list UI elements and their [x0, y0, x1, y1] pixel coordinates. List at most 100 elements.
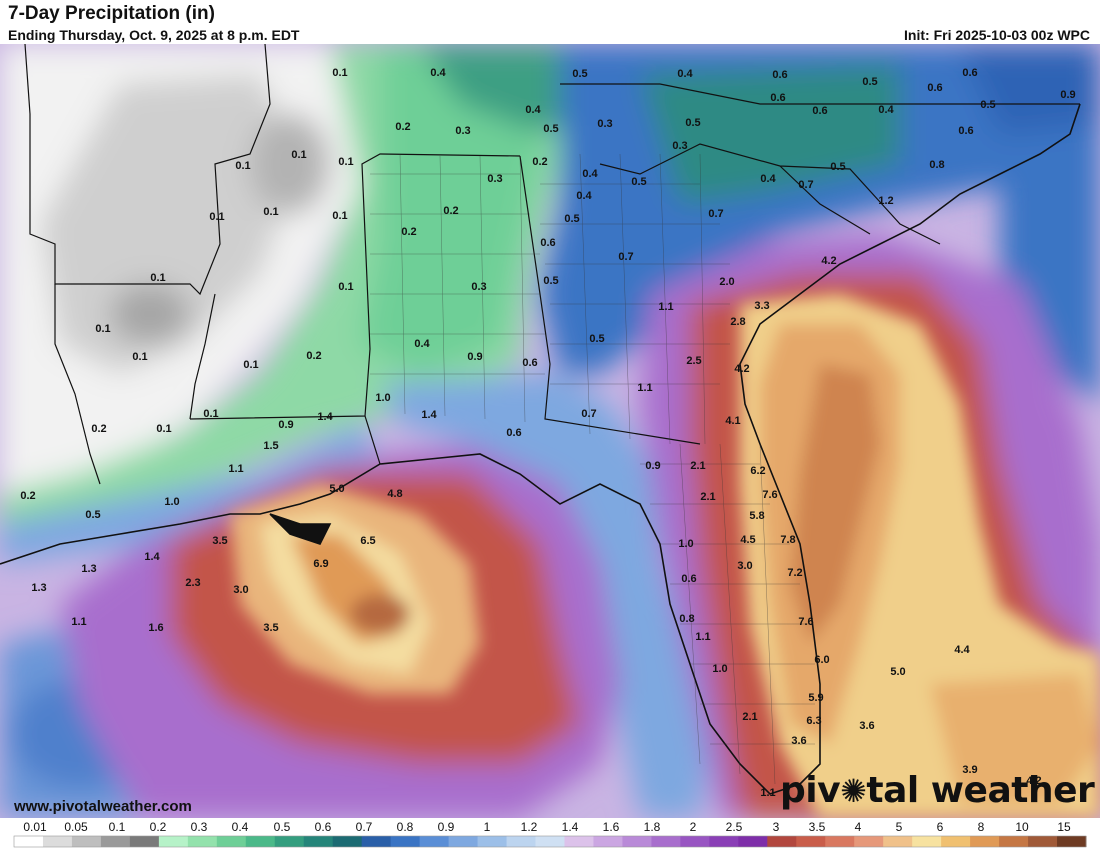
precip-amount-label: 0.5	[862, 76, 877, 88]
precip-amount-label: 0.1	[209, 211, 224, 223]
precip-amount-label: 0.5	[830, 161, 845, 173]
precip-amount-label: 0.7	[798, 179, 813, 191]
legend-tick-label: 5	[896, 820, 903, 834]
legend-swatch	[71, 836, 102, 847]
legend-swatch	[1057, 836, 1087, 847]
legend-tick-label: 0.2	[150, 820, 167, 834]
precip-amount-label: 0.1	[203, 408, 218, 420]
legend-tick-label: 8	[978, 820, 985, 834]
legend-swatch	[941, 836, 971, 847]
precip-amount-label: 4.4	[954, 644, 970, 656]
legend-tick-label: 2.5	[726, 820, 743, 834]
legend-swatch	[448, 836, 479, 847]
precip-amount-label: 3.5	[212, 535, 227, 547]
precip-amount-label: 4.2	[734, 363, 749, 375]
precip-amount-label: 0.5	[589, 333, 604, 345]
precip-amount-label: 0.6	[522, 357, 537, 369]
precip-amount-label: 1.2	[878, 195, 893, 207]
precip-amount-label: 1.1	[658, 301, 673, 313]
legend-swatch	[883, 836, 913, 847]
legend-tick-label: 10	[1015, 820, 1029, 834]
precip-amount-label: 0.2	[443, 205, 458, 217]
precip-amount-label: 0.1	[332, 210, 347, 222]
legend-tick-label: 0.3	[191, 820, 208, 834]
precip-amount-label: 0.1	[338, 156, 353, 168]
legend-tick-label: 6	[937, 820, 944, 834]
legend-outline	[13, 835, 1087, 848]
precip-amount-label: 6.9	[313, 558, 328, 570]
precip-amount-label: 0.4	[576, 190, 592, 202]
gear-icon: ✺	[840, 772, 867, 810]
legend-swatch	[912, 836, 942, 847]
precip-amount-label: 0.4	[878, 104, 894, 116]
precip-amount-label: 0.6	[772, 69, 787, 81]
precip-amount-label: 0.3	[455, 125, 470, 137]
precip-amount-label: 0.1	[156, 423, 171, 435]
legend-swatch	[14, 836, 44, 847]
precip-amount-label: 0.7	[618, 251, 633, 263]
precip-amount-label: 1.4	[317, 411, 333, 423]
precip-amount-label: 0.4	[525, 104, 541, 116]
precip-amount-label: 3.0	[233, 584, 248, 596]
legend-tick-label: 1.4	[562, 820, 579, 834]
precip-amount-label: 6.0	[814, 654, 829, 666]
precip-amount-label: 2.5	[686, 355, 701, 367]
precip-amount-label: 6.3	[806, 715, 821, 727]
precip-amount-label: 0.5	[631, 176, 646, 188]
map-title: 7-Day Precipitation (in)	[8, 3, 215, 24]
legend-swatch	[738, 836, 768, 847]
legend-swatch	[825, 836, 855, 847]
precip-amount-label: 3.6	[791, 735, 806, 747]
legend-swatch	[477, 836, 508, 847]
legend-tick-label: 1	[484, 820, 491, 834]
precip-amount-label: 0.1	[332, 67, 347, 79]
precip-amount-label: 0.6	[540, 237, 555, 249]
legend-swatch	[796, 836, 826, 847]
precip-amount-label: 0.6	[506, 427, 521, 439]
precip-amount-label: 7.6	[762, 489, 777, 501]
precip-amount-label: 0.4	[414, 338, 430, 350]
precip-amount-label: 0.9	[278, 419, 293, 431]
legend-tick-label: 3.5	[809, 820, 826, 834]
precip-amount-label: 7.8	[780, 534, 795, 546]
coastline	[0, 103, 1081, 795]
map-valid-time: Ending Thursday, Oct. 9, 2025 at 8 p.m. …	[8, 27, 300, 43]
precip-amount-label: 0.9	[467, 351, 482, 363]
precip-amount-label: 0.6	[770, 92, 785, 104]
precip-amount-label: 0.4	[677, 68, 693, 80]
legend-bar: 0.01 0.05 0.1 0.2 0.3 0.4 0.5 0.6 0.7 0.8 0.9 1 1.2 1…	[13, 820, 1087, 848]
precip-amount-labels: 0.1 0.4 0.5 0.4 0.6 0.5 0.6 0.6 0.6 0.4 0.6 0.4 0.5 0…	[20, 67, 1075, 799]
precip-amount-label: 4.5	[740, 534, 755, 546]
precip-amount-label: 1.1	[637, 382, 652, 394]
precip-amount-label: 0.2	[532, 156, 547, 168]
legend-swatch	[361, 836, 392, 847]
precip-amount-label: 3.0	[737, 560, 752, 572]
legend-swatch	[187, 836, 218, 847]
legend-tick-label: 0.1	[109, 820, 126, 834]
precip-amount-label: 0.8	[929, 159, 944, 171]
legend-swatch	[593, 836, 623, 847]
logo-text-start: piv	[780, 770, 841, 811]
precip-amount-label: 0.5	[685, 117, 700, 129]
precip-amount-label: 6.2	[750, 465, 765, 477]
legend-tick-label: 0.6	[315, 820, 332, 834]
precip-amount-label: 3.5	[263, 622, 278, 634]
legend-swatch	[999, 836, 1029, 847]
legend-tick-label: 0.5	[274, 820, 291, 834]
precip-amount-label: 0.1	[291, 149, 306, 161]
precipitation-map: 0.1 0.4 0.5 0.4 0.6 0.5 0.6 0.6 0.6 0.4 0.6 0.4 0.5 0…	[0, 44, 1100, 818]
legend-swatch	[129, 836, 160, 847]
precip-amount-label: 0.4	[760, 173, 776, 185]
brand-logo: piv✺tal weather	[780, 770, 1095, 811]
precip-amount-label: 1.6	[148, 622, 163, 634]
precip-amount-label: 1.4	[144, 551, 160, 563]
map-header: 7-Day Precipitation (in) Ending Thursday…	[0, 0, 1100, 44]
precip-amount-label: 0.1	[243, 359, 258, 371]
precip-amount-label: 0.5	[572, 68, 587, 80]
precip-amount-label: 0.2	[395, 121, 410, 133]
legend-swatch	[709, 836, 739, 847]
precip-amount-label: 1.4	[421, 409, 437, 421]
precip-amount-label: 5.8	[749, 510, 764, 522]
county-grid	[370, 153, 815, 785]
legend-swatch	[390, 836, 421, 847]
